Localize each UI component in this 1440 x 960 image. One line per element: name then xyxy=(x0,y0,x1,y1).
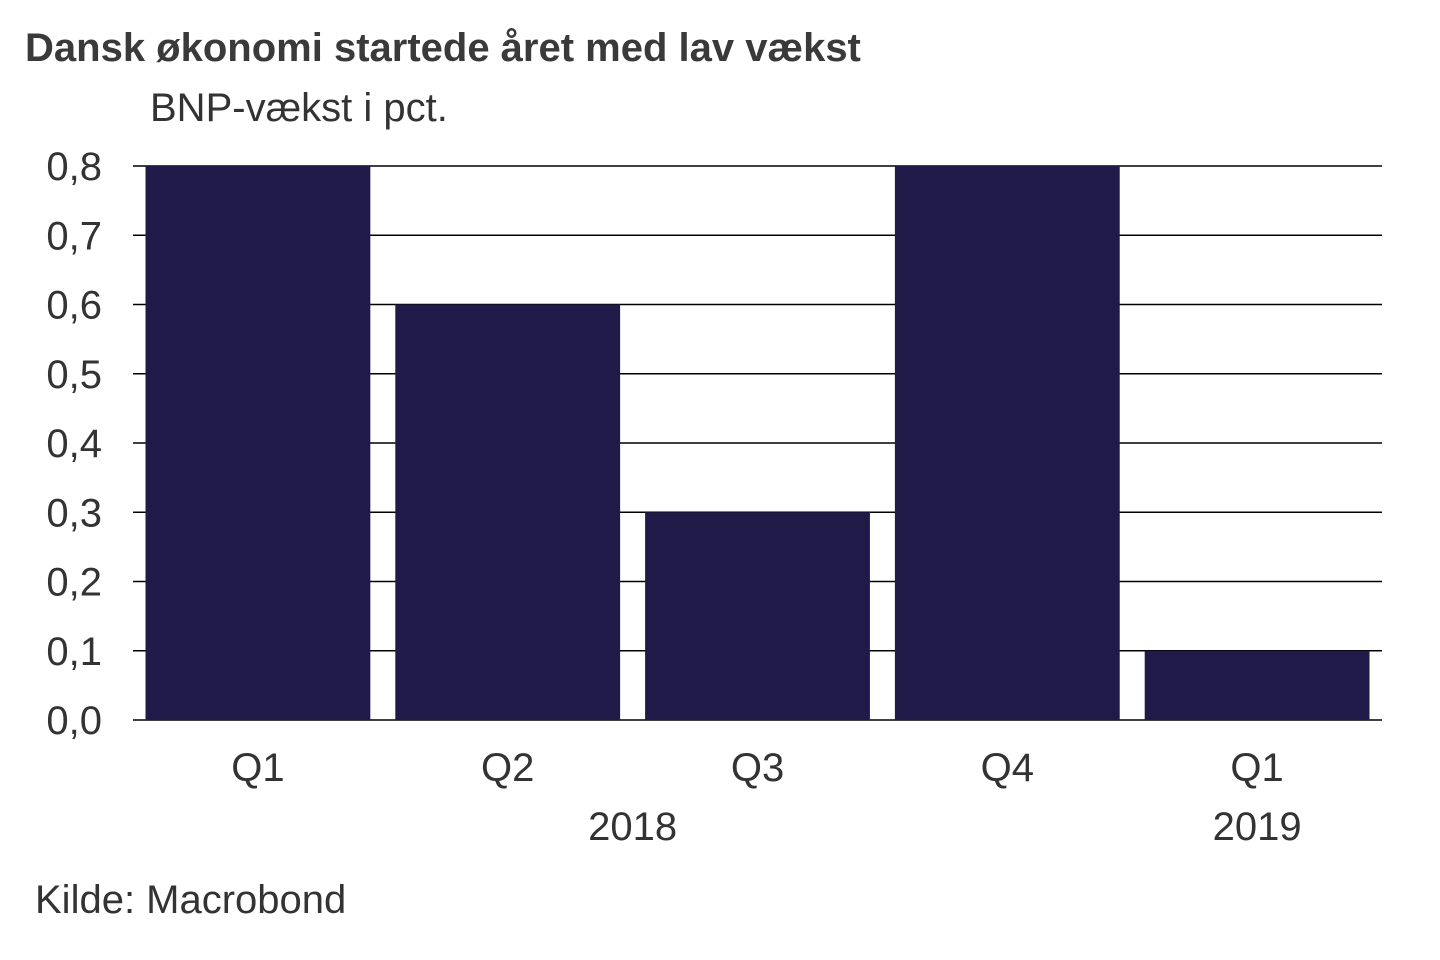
bar-5 xyxy=(1144,650,1370,720)
y-tick-label: 0,3 xyxy=(46,491,102,535)
y-tick-label: 0,4 xyxy=(46,422,102,466)
year-label: 2018 xyxy=(588,805,677,849)
x-tick-label: Q1 xyxy=(1230,746,1283,790)
x-axis-year-labels: 2018 2019 xyxy=(588,805,1301,849)
y-tick-label: 0,1 xyxy=(46,630,102,674)
x-tick-label: Q2 xyxy=(481,746,534,790)
x-tick-label: Q4 xyxy=(981,746,1034,790)
bars xyxy=(145,166,1370,720)
y-tick-label: 0,0 xyxy=(46,699,102,743)
x-tick-label: Q3 xyxy=(731,746,784,790)
y-tick-label: 0,7 xyxy=(46,214,102,258)
y-tick-label: 0,6 xyxy=(46,284,102,328)
y-tick-label: 0,5 xyxy=(46,353,102,397)
bar-2 xyxy=(395,304,621,720)
chart-subtitle: BNP-vækst i pct. xyxy=(150,86,448,130)
y-tick-label: 0,2 xyxy=(46,561,102,605)
bar-1 xyxy=(145,166,371,720)
chart-source: Kilde: Macrobond xyxy=(35,878,347,922)
x-tick-label: Q1 xyxy=(231,746,284,790)
x-axis-ticks: Q1 Q2 Q3 Q4 Q1 xyxy=(231,746,1284,790)
bar-4 xyxy=(894,166,1120,720)
bar-3 xyxy=(645,512,870,720)
y-axis-ticks: 0,0 0,1 0,2 0,3 0,4 0,5 0,6 0,7 0,8 xyxy=(46,145,102,743)
y-tick-label: 0,8 xyxy=(46,145,102,189)
year-label: 2019 xyxy=(1213,805,1302,849)
chart-title: Dansk økonomi startede året med lav væks… xyxy=(25,26,861,70)
